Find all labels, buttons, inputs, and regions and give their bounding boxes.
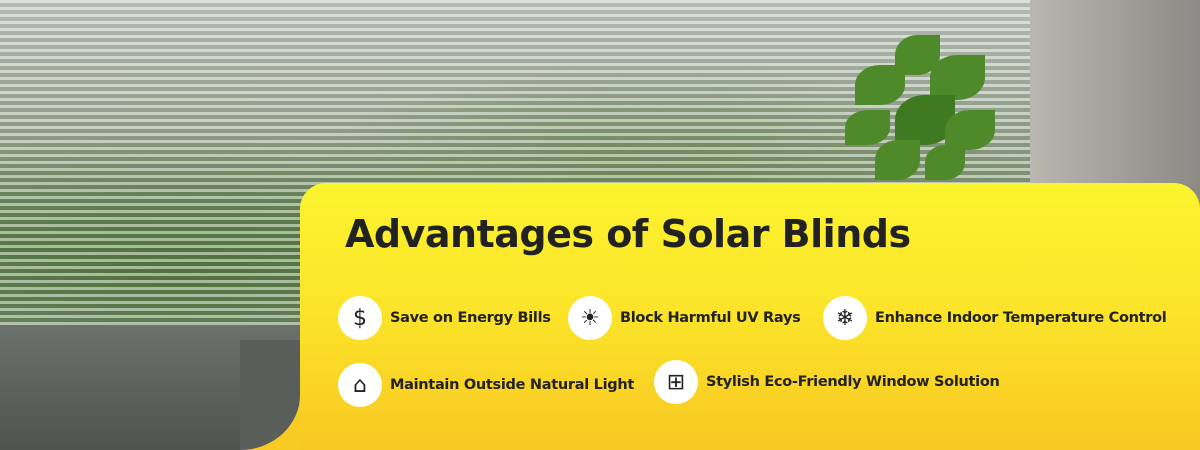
advantage-label: Maintain Outside Natural Light xyxy=(390,377,634,393)
advantage-label: Stylish Eco-Friendly Window Solution xyxy=(706,374,1000,390)
advantage-item: ❄ Enhance Indoor Temperature Control xyxy=(823,296,1167,340)
advantage-item: ⊞ Stylish Eco-Friendly Window Solution xyxy=(654,360,1000,404)
house-sun-icon: ⌂ xyxy=(338,363,382,407)
plant xyxy=(835,35,1005,185)
advantage-label: Enhance Indoor Temperature Control xyxy=(875,310,1167,326)
eco-house-icon: ⊞ xyxy=(654,360,698,404)
advantages-panel xyxy=(300,183,1200,450)
snowflake-thermometer-icon: ❄ xyxy=(823,296,867,340)
advantage-item: $ Save on Energy Bills xyxy=(338,296,551,340)
advantage-label: Block Harmful UV Rays xyxy=(620,310,801,326)
dollar-plug-icon: $ xyxy=(338,296,382,340)
advantage-label: Save on Energy Bills xyxy=(390,310,551,326)
uv-shield-icon: ☀ xyxy=(568,296,612,340)
page-title: Advantages of Solar Blinds xyxy=(345,212,911,256)
advantage-item: ⌂ Maintain Outside Natural Light xyxy=(338,363,634,407)
advantage-item: ☀ Block Harmful UV Rays xyxy=(568,296,801,340)
